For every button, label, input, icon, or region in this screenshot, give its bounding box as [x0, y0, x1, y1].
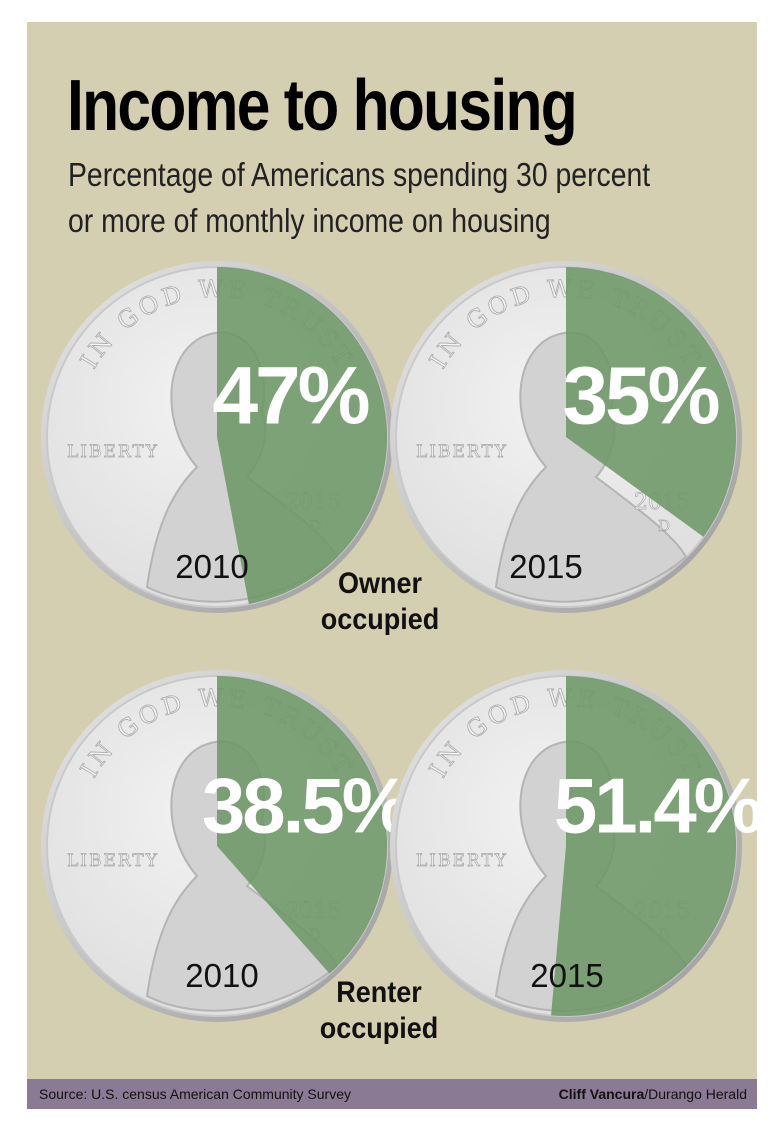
value-label: 47%	[212, 351, 368, 442]
owner-group-label: Owner occupied	[290, 566, 470, 638]
value-label: 51.4%	[554, 761, 762, 849]
credit-line: Cliff Vancura/Durango Herald	[559, 1079, 747, 1109]
owner-label-line-1: Owner	[337, 567, 423, 600]
coin-mint-mark: D	[658, 517, 670, 535]
category-label: 2010	[175, 548, 248, 585]
renter-label-line-1: Renter	[336, 976, 422, 1009]
coin-pie-2010-0: IN GOD WE TRUSTLIBERTY2015D47%2010	[41, 261, 393, 613]
credit-org: /Durango Herald	[644, 1086, 747, 1102]
coin-liberty: LIBERTY	[416, 442, 508, 462]
pie-slice-2010	[217, 267, 388, 604]
category-label: 2010	[185, 957, 258, 994]
coin-pie-2010-1: IN GOD WE TRUSTLIBERTY2015D38.5%2010	[41, 670, 413, 1022]
value-label: 38.5%	[202, 761, 410, 849]
coin-liberty: LIBERTY	[67, 442, 159, 462]
footer-bar: Source: U.S. census American Community S…	[27, 1079, 757, 1109]
chart-title: Income to housing	[67, 66, 578, 146]
value-label: 35%	[562, 351, 718, 442]
subtitle-line-1: Percentage of Americans spending 30 perc…	[68, 156, 651, 193]
chart-subtitle: Percentage of Americans spending 30 perc…	[68, 152, 756, 244]
subtitle-line-2: or more of monthly income on housing	[68, 202, 551, 239]
pie-slice-2015	[551, 676, 737, 1016]
pie-slice-2010	[217, 676, 387, 974]
coin-liberty: LIBERTY	[416, 851, 508, 871]
owner-label-line-2: occupied	[320, 603, 440, 636]
source-note: Source: U.S. census American Community S…	[39, 1086, 352, 1102]
category-label: 2015	[530, 957, 603, 994]
category-label: 2015	[509, 548, 582, 585]
renter-group-label: Renter occupied	[289, 975, 469, 1047]
renter-label-line-2: occupied	[319, 1012, 439, 1045]
pie-slice-2015	[566, 267, 736, 537]
coin-pie-2015-1: IN GOD WE TRUSTLIBERTY2015D51.4%2015	[390, 670, 765, 1022]
credit-name: Cliff Vancura	[558, 1086, 645, 1102]
coin-pie-2015-0: IN GOD WE TRUSTLIBERTY2015D35%2015	[390, 261, 742, 613]
coin-liberty: LIBERTY	[67, 851, 159, 871]
